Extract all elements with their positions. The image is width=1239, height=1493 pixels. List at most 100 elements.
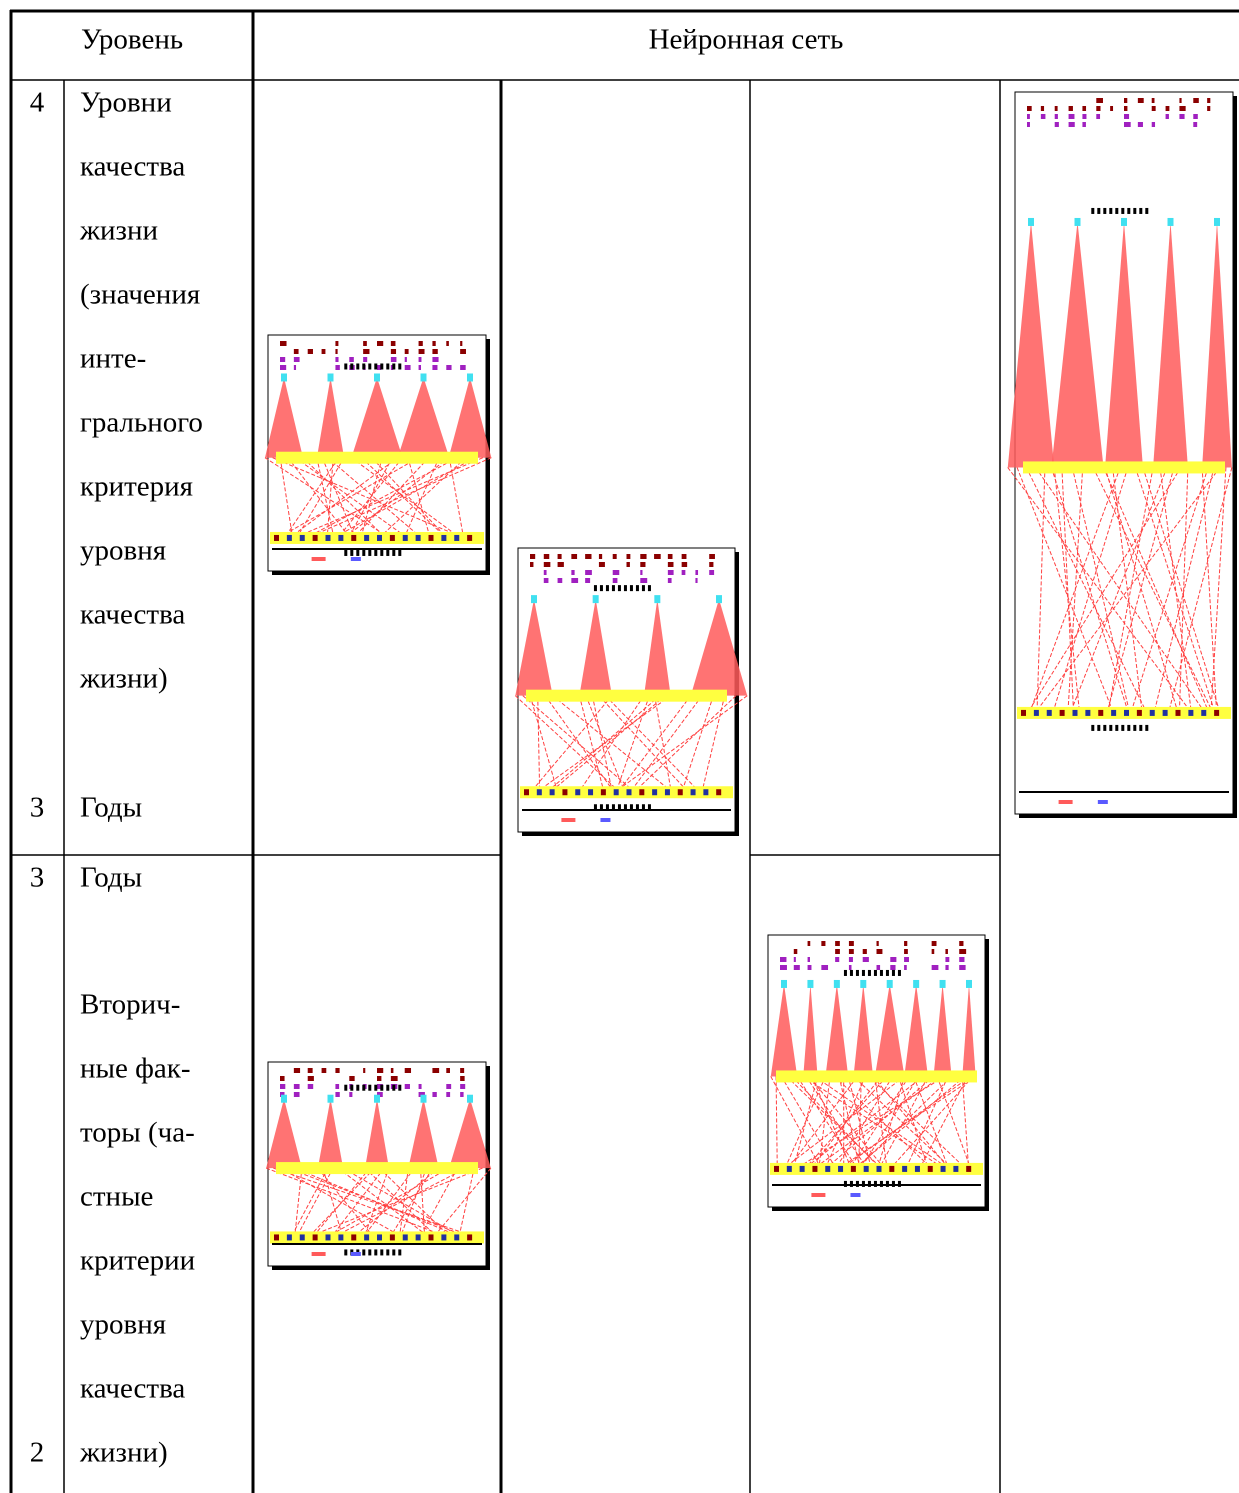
image-text [808, 957, 810, 962]
image-text [1096, 98, 1103, 103]
image-text [640, 554, 646, 559]
legend-swatch [1098, 800, 1108, 804]
neuron [351, 535, 356, 541]
image-text [1124, 122, 1131, 127]
legend-swatch [811, 1193, 825, 1197]
image-text [599, 562, 605, 567]
neuron [390, 1234, 395, 1240]
image-text [419, 341, 423, 346]
neuron [1163, 710, 1168, 716]
neuron [421, 373, 427, 381]
image-text [695, 570, 698, 575]
image-text [391, 1068, 394, 1073]
header-level: Уровень [81, 24, 183, 56]
image-text [627, 562, 630, 567]
image-text [460, 349, 466, 354]
image-text [1096, 106, 1100, 111]
neuron [562, 789, 567, 795]
image-text [636, 585, 639, 591]
image-text [1082, 114, 1086, 119]
neuron [601, 789, 606, 795]
image-text [386, 1249, 389, 1255]
neuron [627, 789, 632, 795]
level-text: критерия [80, 471, 193, 503]
image-text [932, 949, 935, 954]
image-text [932, 941, 937, 946]
image-text [640, 578, 647, 583]
neuron [1034, 710, 1039, 716]
neuron [1075, 218, 1081, 226]
image-text [558, 554, 562, 559]
legend-swatch [312, 1252, 326, 1256]
legend-swatch [351, 557, 361, 561]
image-text [821, 965, 828, 970]
image-text [886, 970, 889, 976]
level-text: жизни) [79, 663, 168, 695]
level-text: грального [80, 407, 203, 439]
image-text [932, 965, 939, 970]
image-text [959, 949, 966, 954]
image-text [1115, 208, 1118, 214]
network-image [265, 335, 491, 575]
image-text [419, 357, 422, 362]
image-text [356, 1085, 359, 1091]
network-image [266, 1062, 491, 1270]
image-text [1139, 208, 1142, 214]
neuron [421, 1095, 427, 1103]
image-text [350, 363, 353, 369]
neuron [364, 535, 369, 541]
neuron [940, 980, 946, 988]
image-text [794, 949, 798, 954]
image-text [1091, 725, 1094, 731]
image-text [856, 1181, 859, 1187]
neuron [1047, 710, 1052, 716]
image-text [892, 970, 895, 976]
neuron [588, 789, 593, 795]
level-text: Вторич- [80, 989, 180, 1021]
image-text [668, 554, 673, 559]
image-text [959, 957, 964, 962]
image-text [544, 578, 549, 583]
image-text [904, 965, 907, 970]
image-text [1096, 114, 1100, 119]
neuron [825, 1166, 830, 1172]
level-number: 4 [30, 87, 45, 119]
image-text [1091, 208, 1094, 214]
neuron [1214, 710, 1219, 716]
neuron [467, 535, 472, 541]
image-text [648, 585, 651, 591]
image-text [1069, 114, 1075, 119]
hidden-layer [776, 1070, 977, 1082]
image-text [280, 1084, 285, 1089]
image-text [1055, 106, 1058, 111]
image-text [695, 578, 697, 583]
image-text [1121, 208, 1124, 214]
image-text [398, 363, 401, 369]
image-text [344, 1085, 347, 1091]
image-text [880, 970, 883, 976]
neuron [716, 789, 721, 795]
legend-swatch [312, 557, 326, 561]
level-text: стные [80, 1181, 153, 1213]
image-text [1097, 725, 1100, 731]
image-text [1069, 122, 1075, 127]
image-text [682, 554, 687, 559]
image-text [642, 585, 645, 591]
image-text [322, 1068, 327, 1073]
image-text [835, 957, 839, 962]
neuron [328, 373, 334, 381]
neuron [467, 1234, 472, 1240]
image-text [294, 1092, 300, 1097]
neuron [377, 535, 382, 541]
image-text [1055, 114, 1058, 119]
neuron [1214, 218, 1220, 226]
image-text [432, 341, 435, 346]
image-text [460, 1076, 464, 1081]
neuron [575, 789, 580, 795]
image-text [630, 585, 633, 591]
image-text [544, 570, 547, 575]
image-text [877, 949, 883, 954]
image-text [898, 970, 901, 976]
image-text [294, 349, 299, 354]
image-text [368, 550, 371, 556]
